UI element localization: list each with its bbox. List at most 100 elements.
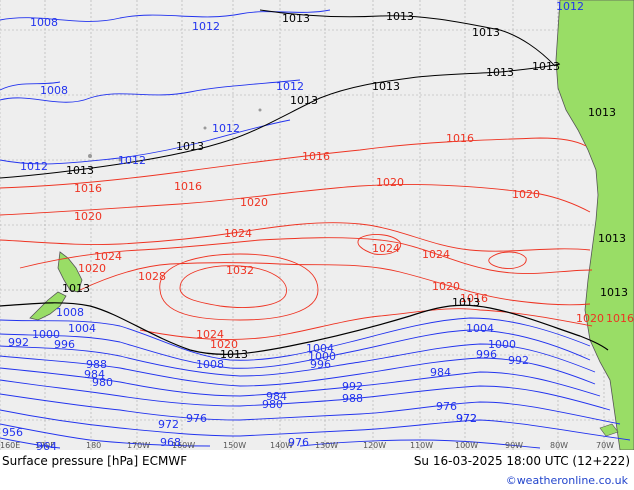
isobar-label: 972: [456, 412, 477, 425]
isobar-label: 972: [456, 412, 477, 425]
isobar-label: 1016: [606, 312, 634, 325]
lon-label: 100W: [455, 441, 478, 450]
isobar-label: 988: [86, 358, 107, 371]
land-masses: [29, 0, 634, 450]
lon-label: 80W: [550, 441, 568, 450]
isobar-label: 984: [266, 390, 287, 403]
isobar-label: 1012: [556, 0, 584, 13]
isobar-label: 1013: [290, 94, 318, 107]
isobar-label: 1012: [192, 20, 220, 33]
isobar-label: 1008: [56, 306, 84, 319]
isobar-label: 1020: [576, 312, 604, 325]
isobar-label: 1024: [196, 328, 224, 341]
isobar-label: 1008: [196, 358, 224, 371]
isobar-label: 988: [342, 392, 363, 405]
isobar-label: 1012: [276, 80, 304, 93]
isobar-label: 1020: [78, 262, 106, 275]
lon-label: 130W: [315, 441, 338, 450]
isobar-label: 1013: [386, 10, 414, 23]
isobar-label: 992: [342, 380, 363, 393]
isobar-label: 972: [158, 418, 179, 431]
isobar-label: 996: [310, 358, 331, 371]
isobar-label: 1032: [226, 264, 254, 277]
isobar-label: 1013: [66, 164, 94, 177]
lon-label: 70W: [596, 441, 614, 450]
lon-label: 120W: [363, 441, 386, 450]
pacific-island: [118, 158, 122, 162]
isobar-label: 980: [92, 376, 113, 389]
isobar-label: 1013: [600, 286, 628, 299]
isobar-label: 1028: [138, 270, 166, 283]
isobar-label: 1024: [422, 248, 450, 261]
isobar-labels: 1008 1012 1013 1013 1013 1012 1008 1013 …: [2, 0, 634, 450]
isobar-label: 1012: [20, 160, 48, 173]
pacific-island: [203, 126, 207, 130]
isobar-label: 1024: [372, 242, 400, 255]
isobar-label: 996: [476, 348, 497, 361]
isobar-label: 976: [186, 412, 207, 425]
isobar-label: 1013: [62, 282, 90, 295]
isobar-label: 992: [8, 336, 29, 349]
isobar-label: 1008: [40, 84, 68, 97]
isobar-label: 1000: [488, 338, 516, 351]
isobar-label: 1004: [68, 322, 96, 335]
credit-link[interactable]: ©weatheronline.co.uk: [505, 474, 628, 487]
isobar-label: 1013: [176, 140, 204, 153]
isobar-label: 1013: [598, 232, 626, 245]
isobar-label: 956: [2, 426, 23, 439]
isobar-label: 1013: [282, 12, 310, 25]
isobar-label: 1012: [118, 154, 146, 167]
isobar-label: 1000: [32, 328, 60, 341]
isobar-label: 1013: [532, 60, 560, 73]
isobar-label: 964: [36, 440, 57, 450]
low-isobars-north: [0, 9, 331, 165]
isobar-label: 1016: [460, 292, 488, 305]
falklands-island: [599, 423, 619, 437]
isobar-label: 1012: [212, 122, 240, 135]
isobar-label: 984: [84, 368, 105, 381]
lat-lon-grid: [0, 0, 634, 450]
new-zealand-north-island: [57, 251, 83, 293]
isobar-label: 1020: [432, 280, 460, 293]
isobar-1013-south: [0, 302, 609, 355]
isobar-label: 1020: [74, 210, 102, 223]
lon-label: 170W: [127, 441, 150, 450]
isobar-label: 1024: [224, 227, 252, 240]
isobar-label: 1013: [472, 26, 500, 39]
valid-time: Su 16-03-2025 18:00 UTC (12+222): [413, 454, 630, 468]
pressure-map-canvas: 160E 170E 180 170W 160W 150W 140W 130W 1…: [0, 0, 634, 450]
lon-label: 160E: [0, 441, 20, 450]
map-title: Surface pressure [hPa] ECMWF: [2, 454, 188, 468]
isobar-label: 1016: [174, 180, 202, 193]
lon-label: 160W: [172, 441, 195, 450]
isobar-label: 1020: [210, 338, 238, 351]
high-isobars: [0, 137, 593, 341]
isobar-label: 980: [262, 398, 283, 411]
isobar-label: 1004: [306, 342, 334, 355]
lon-label: 180: [86, 441, 101, 450]
isobar-label: 1020: [512, 188, 540, 201]
longitude-labels: 160E 170E 180 170W 160W 150W 140W 130W 1…: [0, 441, 614, 450]
isobar-label: 1013: [486, 66, 514, 79]
isobar-label: 1000: [308, 350, 336, 363]
isobar-label: 1016: [74, 182, 102, 195]
lon-label: 140W: [270, 441, 293, 450]
low-isobars-south: [0, 317, 631, 449]
isobar-label: 992: [508, 354, 529, 367]
isobar-label: 976: [436, 400, 457, 413]
isobar-label: 1013: [220, 348, 248, 361]
isobar-label: 1020: [240, 196, 268, 209]
isobar-label: 1008: [30, 16, 58, 29]
isobar-label: 1016: [302, 150, 330, 163]
isobar-label: 976: [288, 436, 309, 449]
isobar-label: 1020: [376, 176, 404, 189]
lon-label: 110W: [410, 441, 433, 450]
isobar-label: 1016: [446, 132, 474, 145]
lon-label: 150W: [223, 441, 246, 450]
isobar-label: 1013: [588, 106, 616, 119]
isobar-label: 1024: [94, 250, 122, 263]
isobar-label: 984: [430, 366, 451, 379]
isobar-label: 1013: [452, 296, 480, 309]
isobar-label: 996: [54, 338, 75, 351]
